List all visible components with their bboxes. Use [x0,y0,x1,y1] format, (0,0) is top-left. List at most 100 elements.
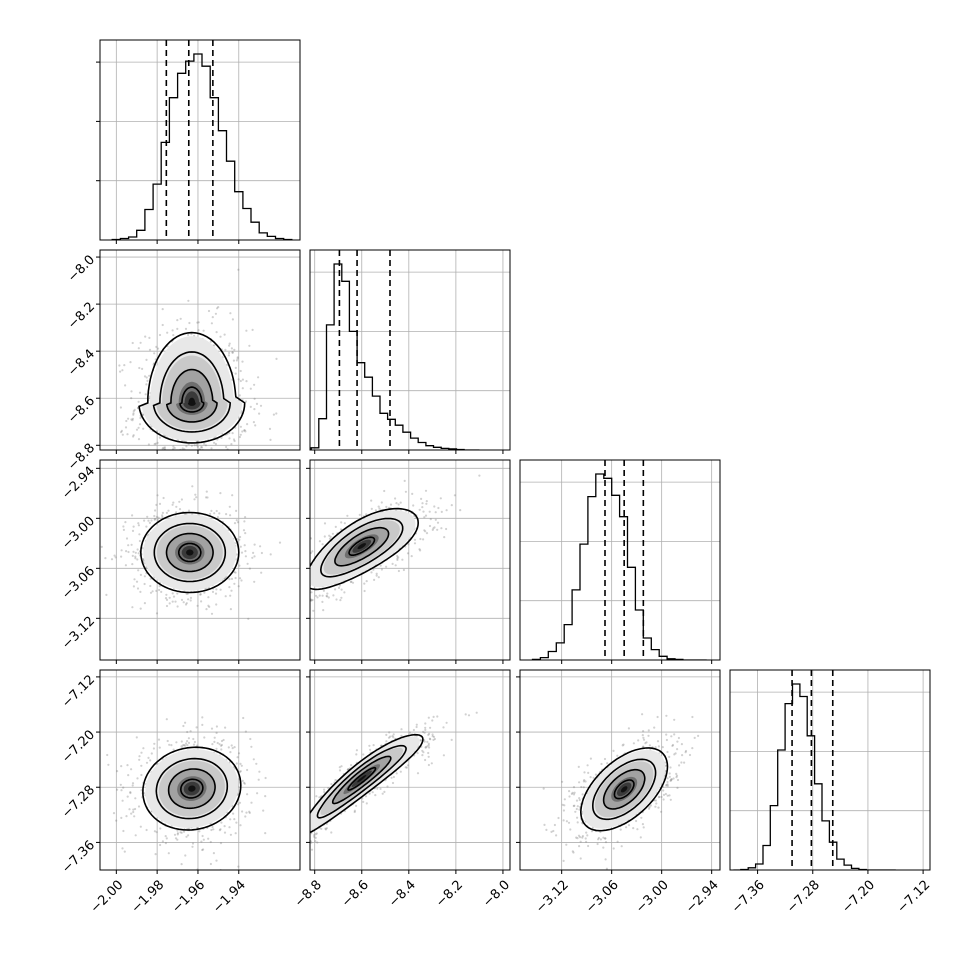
contour-3-1-1 [316,744,407,819]
scatter-point-3-0-207 [176,832,179,835]
scatter-point-2-0-219 [209,512,212,516]
scatter-point-3-1-806 [292,857,294,859]
scatter-point-2-1-139 [425,502,428,505]
scatter-point-1-0-145 [158,436,161,439]
scatter-point-3-2-157 [665,738,669,742]
scatter-point-3-2-196 [666,750,669,754]
scatter-point-3-2-209 [675,772,678,776]
scatter-point-1-0-654 [132,413,135,416]
scatter-point-2-0-880 [228,578,231,581]
scatter-point-3-0-57 [195,726,198,729]
scatter-point-2-0-567 [259,545,262,548]
scatter-point-2-1-184 [339,528,343,531]
scatter-point-2-1-76 [294,579,296,581]
scatter-point-2-0-822 [156,494,159,497]
scatter-point-3-2-175 [642,745,645,748]
grid-3-2 [520,670,720,870]
scatter-point-2-1-495 [294,613,296,615]
scatter-point-3-1-2 [323,790,326,794]
scatter-point-3-0-225 [170,744,173,747]
scatter-point-2-1-397 [308,569,310,571]
scatter-point-3-0-870 [122,786,125,789]
scatter-point-2-0-509 [153,514,156,518]
scatter-point-2-0-827 [260,571,263,574]
scatter-point-3-1-831 [427,763,430,767]
scatter-point-1-0-669 [228,342,231,345]
scatter-point-2-1-753 [380,568,383,571]
scatter-point-2-1-683 [459,509,462,512]
scatter-point-2-0-280 [172,501,175,504]
scatter-point-2-0-141 [175,505,178,508]
scatter-point-2-0-64 [253,555,256,558]
scatter-point-1-0-430 [197,329,200,332]
scatter-point-2-0-828 [208,605,211,609]
scatter-point-2-1-4 [406,552,410,555]
scatter-point-3-0-783 [230,744,233,747]
scatter-point-3-0-723 [232,812,235,815]
scatter-point-3-0-91 [136,777,139,780]
scatter-point-3-0-243 [127,774,130,777]
scatter-point-1-0-751 [221,454,223,456]
scatter-point-3-1-308 [318,796,321,799]
scatter-point-2-0-331 [180,598,184,602]
scatter-point-2-0-480 [125,537,129,540]
scatter-point-3-0-175 [120,816,123,820]
scatter-point-3-0-249 [185,742,188,745]
scatter-point-2-1-454 [396,558,399,562]
panel-3-2 [542,713,700,870]
scatter-point-2-0-396 [210,612,214,615]
scatter-point-2-1-657 [290,584,292,586]
scatter-point-1-0-87 [118,364,121,367]
scatter-point-1-0-519 [132,434,135,437]
scatter-point-3-0-846 [223,825,226,828]
scatter-point-1-0-74 [139,416,142,420]
scatter-point-2-1-122 [305,584,307,586]
scatter-point-1-0-894 [121,433,124,436]
scatter-point-3-1-757 [305,838,307,840]
scatter-point-1-0-180 [230,443,233,446]
scatter-point-3-1-291 [372,744,375,747]
scatter-point-1-0-454 [155,345,158,348]
scatter-point-2-0-872 [154,517,157,521]
scatter-point-2-0-862 [130,543,133,546]
scatter-point-1-0-896 [253,397,256,400]
scatter-point-2-1-896 [440,527,443,530]
scatter-point-2-0-271 [132,550,135,553]
scatter-point-3-0-174 [147,756,150,760]
scatter-point-2-1-829 [271,592,273,594]
scatter-point-2-1-286 [450,504,453,507]
scatter-point-3-1-93 [424,746,427,749]
scatter-point-2-0-456 [133,578,136,581]
scatter-point-1-0-706 [204,444,207,447]
scatter-point-1-0-352 [232,438,236,441]
scatter-point-3-1-56 [293,827,295,829]
panel-frame-1-0 [99,249,301,451]
scatter-point-2-0-253 [143,582,146,586]
scatter-point-3-0-810 [132,808,135,811]
scatter-point-2-0-479 [194,493,197,496]
scatter-point-1-0-655 [137,347,140,350]
panel-frame-3-0 [99,669,301,871]
scatter-point-2-0-389 [219,492,222,495]
scatter-point-3-0-586 [126,764,129,767]
scatter-point-1-0-345 [145,383,148,386]
scatter-point-1-0-440 [232,359,235,362]
scatter-point-2-0-362 [207,604,210,607]
scatter-point-2-0-807 [167,509,170,512]
scatter-point-2-0-704 [143,602,146,605]
scatter-point-1-0-671 [219,335,222,338]
scatter-point-2-1-379 [306,574,308,576]
scatter-point-3-2-10 [677,736,681,740]
scatter-point-1-0-601 [126,433,129,436]
scatter-point-2-1-132 [340,588,343,591]
scatter-point-3-0-234 [210,727,214,730]
scatter-point-1-0-664 [137,400,140,403]
scatter-point-3-0-781 [246,793,249,796]
scatter-point-3-1-100 [305,825,307,827]
scatter-point-2-0-255 [234,576,237,580]
scatter-point-1-0-439 [231,318,234,321]
scatter-point-3-0-100 [202,838,205,841]
scatter-point-2-1-600 [290,564,292,566]
scatter-point-3-0-595 [112,812,116,815]
scatter-point-2-1-200 [335,598,338,601]
